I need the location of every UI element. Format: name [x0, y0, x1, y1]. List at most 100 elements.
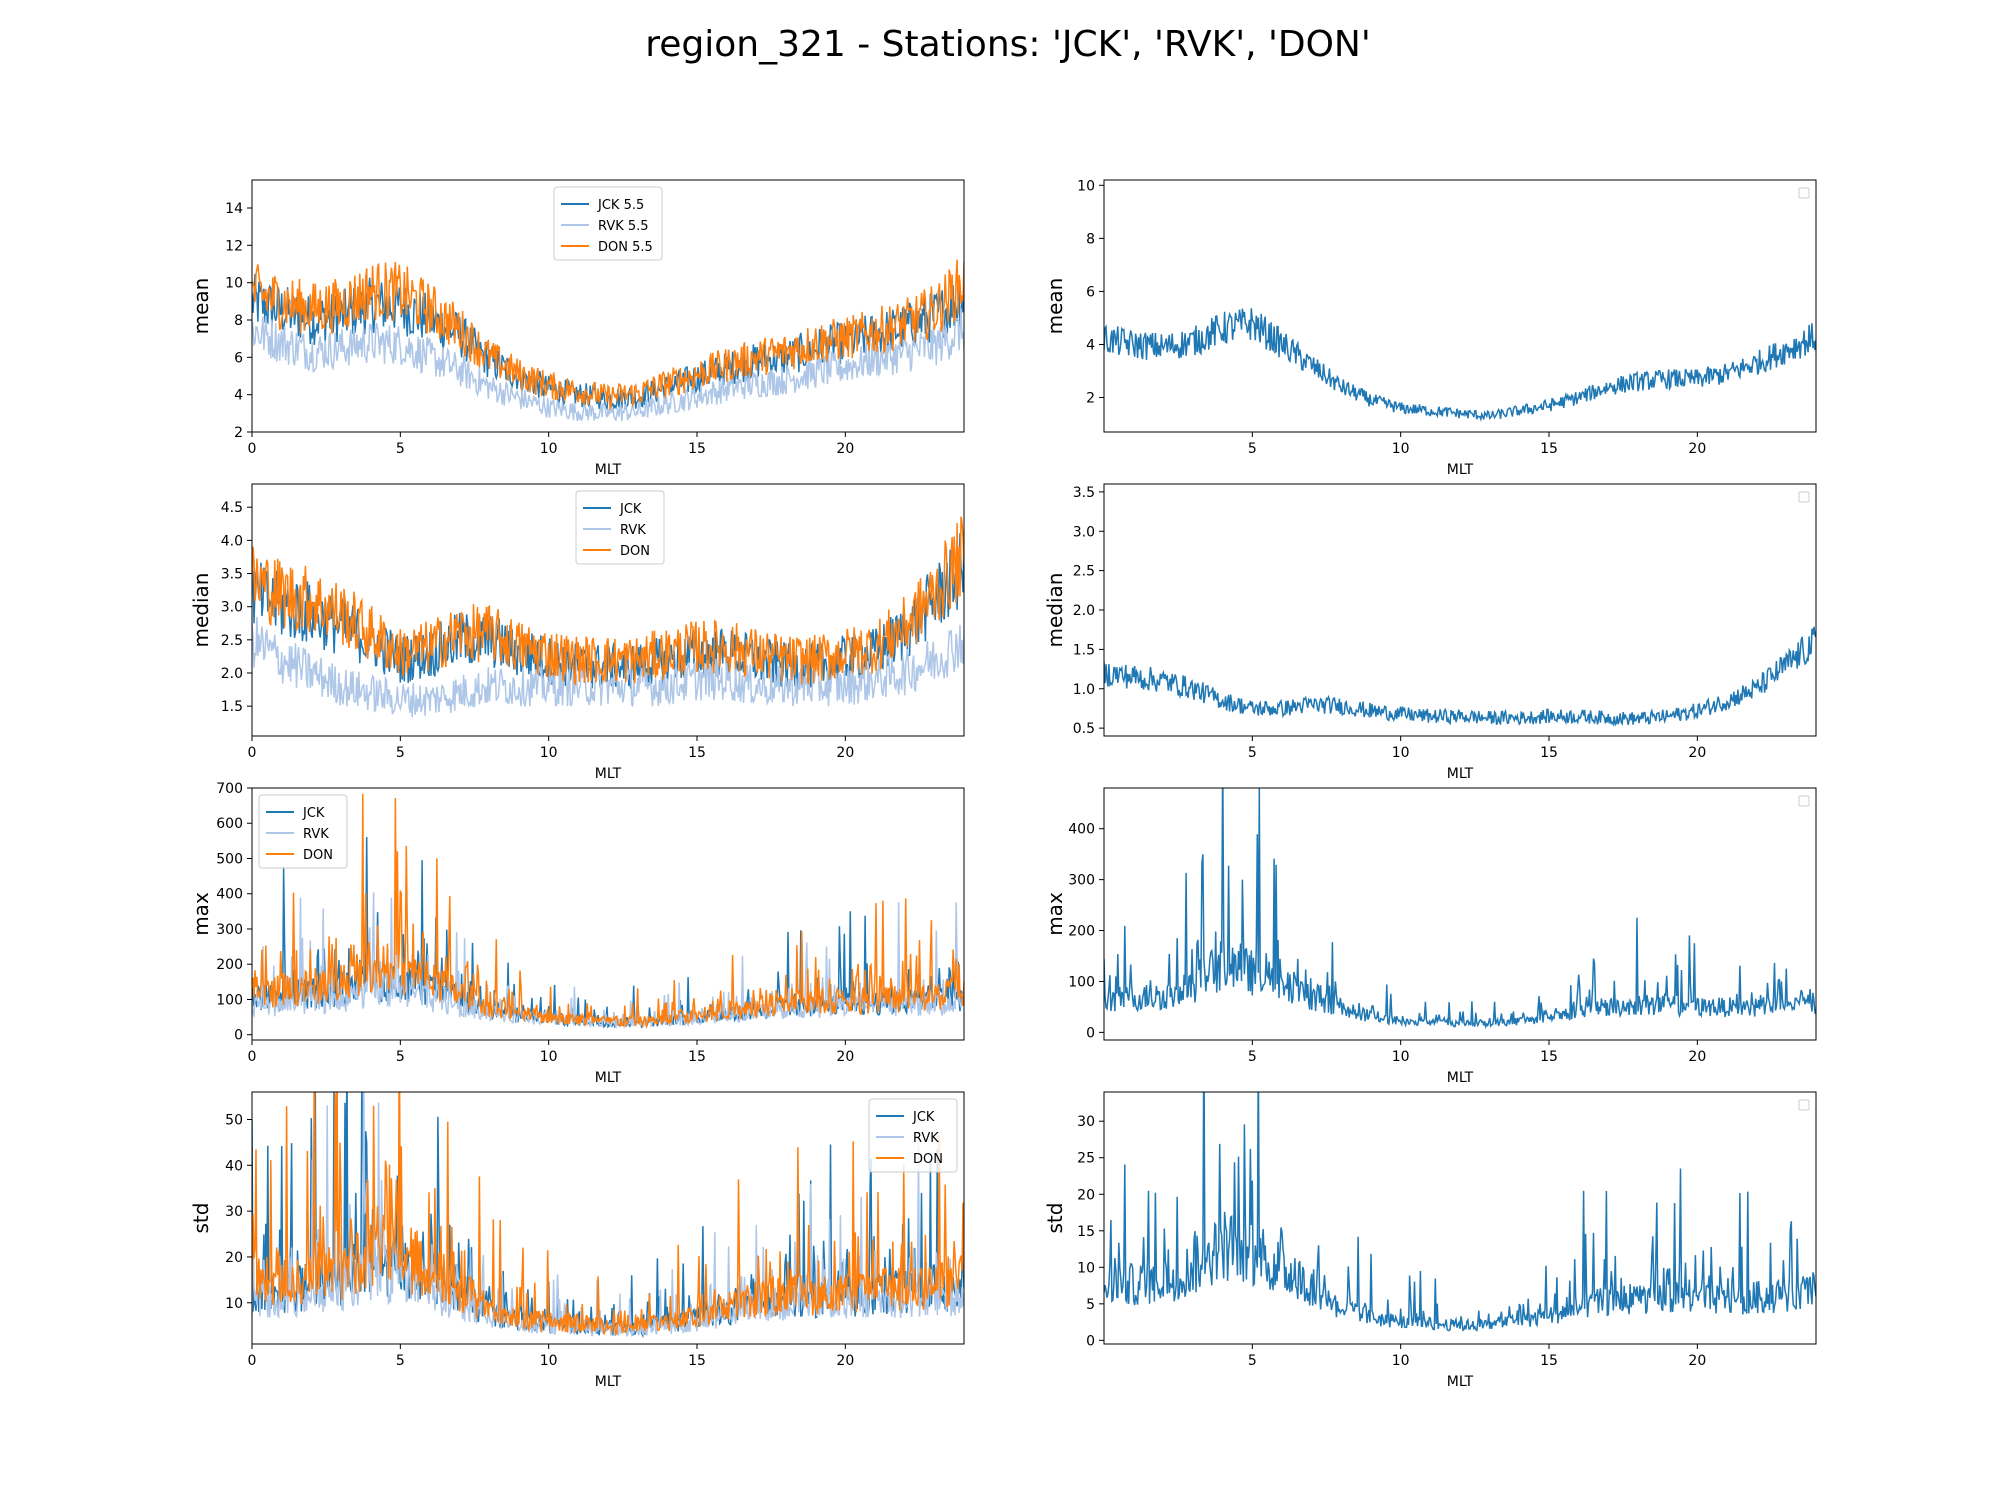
- y-tick-label: 400: [216, 887, 243, 903]
- legend-box: [575, 490, 665, 565]
- y-tick-label: 2: [1086, 391, 1095, 407]
- y-tick-label: 50: [225, 1112, 243, 1128]
- y-tick-label: 2.5: [221, 633, 243, 649]
- axes-frame: [1103, 179, 1817, 433]
- series-line-rvk: [252, 864, 964, 1030]
- x-tick-label: 20: [1688, 441, 1706, 457]
- y-tick-label: 200: [1068, 924, 1095, 940]
- x-axis-label: MLT: [1447, 462, 1474, 478]
- subplot-row1-right: 5 10 15 20 2 4 6 8 10 MLT mean: [1043, 178, 1817, 478]
- x-tick-label: 0: [248, 1353, 257, 1369]
- axes-frame: [251, 483, 965, 737]
- y-tick-label: 4: [234, 388, 243, 404]
- legend-label: DON: [303, 848, 333, 863]
- y-tick-label: 0: [1086, 1333, 1095, 1349]
- y-tick-label: 4: [1086, 337, 1095, 353]
- legend: JCK RVK DON: [575, 490, 665, 565]
- x-tick-label: 0: [248, 1049, 257, 1065]
- y-axis-label: std: [189, 1203, 213, 1234]
- y-tick-label: 2.5: [1073, 564, 1095, 580]
- y-tick-label: 20: [1077, 1187, 1095, 1203]
- axes-frame: [1103, 483, 1817, 737]
- legend: JCK RVK DON: [868, 1098, 958, 1173]
- x-axis-label: MLT: [595, 1374, 622, 1390]
- x-tick-label: 20: [1688, 1049, 1706, 1065]
- subplot-row4-right: 5 10 15 20 0 5 10 15 20 25 30 MLT std: [1043, 1091, 1817, 1390]
- y-tick-label: 30: [1077, 1114, 1095, 1130]
- series-line-difference: [1104, 788, 1816, 1030]
- y-tick-label: 14: [225, 201, 243, 217]
- legend-label: RVK: [913, 1131, 939, 1146]
- x-tick-label: 20: [836, 745, 854, 761]
- x-axis-label: MLT: [595, 1070, 622, 1086]
- y-tick-label: 8: [234, 313, 243, 329]
- legend-label: JCK 5.5: [597, 198, 644, 213]
- series-line-rvk-5-5: [252, 308, 964, 423]
- x-tick-label: 10: [540, 441, 558, 457]
- legend: JCK 5.5 RVK 5.5 DON 5.5: [553, 186, 663, 261]
- x-tick-label: 5: [396, 1353, 405, 1369]
- series-line-rvk: [252, 616, 964, 718]
- subplot-row1-left: 0 5 10 15 20 2 4 6 8 10 12 14 MLT mean JCK 5.5 RVK 5.5 D…: [189, 179, 965, 478]
- x-tick-label: 5: [396, 745, 405, 761]
- y-tick-label: 1.5: [221, 699, 243, 715]
- x-tick-label: 5: [1248, 1353, 1257, 1369]
- y-tick-label: 10: [1077, 178, 1095, 194]
- x-tick-label: 15: [688, 441, 706, 457]
- y-tick-label: 3.5: [221, 567, 243, 583]
- y-tick-label: 10: [225, 276, 243, 292]
- x-tick-label: 15: [1540, 1049, 1558, 1065]
- x-tick-label: 15: [1540, 441, 1558, 457]
- x-tick-label: 15: [688, 1353, 706, 1369]
- x-tick-label: 10: [1392, 1353, 1410, 1369]
- y-tick-label: 15: [1077, 1224, 1095, 1240]
- y-tick-label: 5: [1086, 1297, 1095, 1313]
- series-line-difference: [1104, 1092, 1816, 1332]
- series-line-difference: [1104, 308, 1816, 422]
- legend: JCK RVK DON: [258, 794, 348, 869]
- legend-box: [868, 1098, 958, 1173]
- y-tick-label: 10: [225, 1296, 243, 1312]
- y-tick-label: 400: [1068, 822, 1095, 838]
- y-tick-label: 40: [225, 1158, 243, 1174]
- y-tick-label: 2.0: [221, 666, 243, 682]
- y-tick-label: 1.0: [1073, 682, 1095, 698]
- y-tick-label: 200: [216, 957, 243, 973]
- subplot-row3-left: 0 5 10 15 200100200300400500600700MLTmaxJCKR…: [189, 781, 965, 1086]
- legend-box: [258, 794, 348, 869]
- y-tick-label: 12: [225, 238, 243, 254]
- legend-label: JCK: [912, 1110, 935, 1125]
- plot-lines: [1104, 788, 1816, 1030]
- x-tick-label: 20: [836, 1049, 854, 1065]
- y-axis-label: median: [1043, 573, 1067, 648]
- y-tick-label: 300: [1068, 873, 1095, 889]
- x-axis-label: MLT: [595, 462, 622, 478]
- x-tick-label: 15: [1540, 745, 1558, 761]
- x-axis-label: MLT: [1447, 1374, 1474, 1390]
- y-tick-label: 6: [1086, 284, 1095, 300]
- legend-label: DON: [620, 544, 650, 559]
- empty-legend: [1798, 187, 1810, 199]
- y-tick-label: 0: [234, 1028, 243, 1044]
- y-axis-label: mean: [1043, 278, 1067, 335]
- x-tick-label: 10: [540, 745, 558, 761]
- x-tick-label: 5: [396, 1049, 405, 1065]
- y-tick-label: 4.0: [221, 533, 243, 549]
- y-tick-label: 20: [225, 1250, 243, 1266]
- series-line-don-5-5: [252, 259, 964, 412]
- subplot-row4-left: 0 5 10 15 20 10 20 30 40 50 MLT std JCK RVK DON: [189, 1091, 965, 1390]
- x-tick-label: 15: [688, 745, 706, 761]
- x-tick-label: 5: [1248, 745, 1257, 761]
- x-tick-label: 20: [1688, 1353, 1706, 1369]
- legend-label: RVK: [620, 523, 646, 538]
- y-tick-label: 500: [216, 851, 243, 867]
- axes-frame: [251, 179, 965, 433]
- plot-lines: [252, 516, 964, 718]
- x-tick-label: 20: [836, 1353, 854, 1369]
- empty-legend: [1798, 1099, 1810, 1111]
- y-axis-label: std: [1043, 1203, 1067, 1234]
- x-tick-label: 10: [540, 1353, 558, 1369]
- plot-lines: [1104, 626, 1816, 727]
- legend-label: JCK: [302, 806, 325, 821]
